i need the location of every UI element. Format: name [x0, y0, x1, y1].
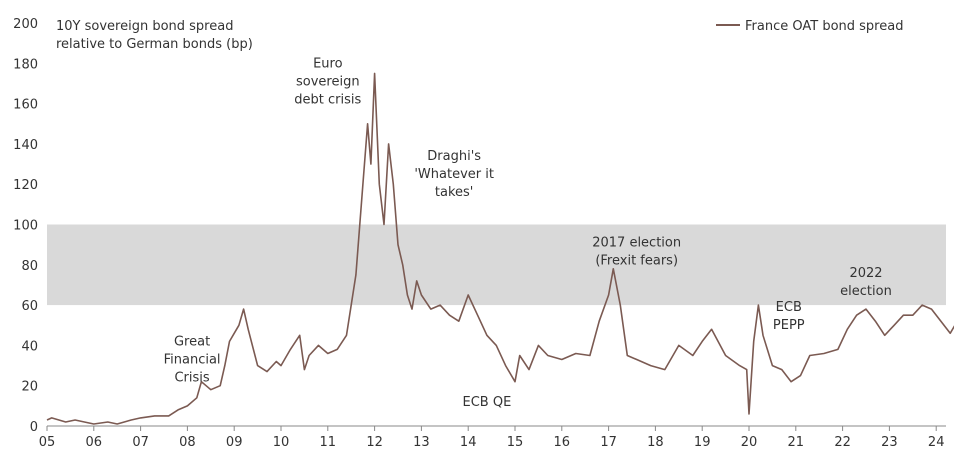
y-tick-label: 100	[13, 219, 38, 234]
shaded-band-60-100	[47, 224, 946, 306]
y-tick-label: 80	[21, 259, 38, 274]
x-tick-label: 05	[39, 435, 56, 450]
x-tick-label: 15	[507, 435, 524, 450]
x-tick-label: 19	[694, 435, 711, 450]
annotation-label: 2022 election	[840, 266, 892, 299]
y-tick-label: 180	[13, 57, 38, 72]
y-tick-label: 60	[21, 299, 38, 314]
x-tick-label: 16	[554, 435, 571, 450]
y-tick-label: 0	[30, 420, 38, 435]
legend-label: France OAT bond spread	[745, 19, 903, 34]
y-axis-label-line-1: 10Y sovereign bond spread	[56, 19, 233, 34]
x-tick-label: 13	[413, 435, 430, 450]
x-tick-label: 12	[366, 435, 383, 450]
x-tick-label: 14	[460, 435, 477, 450]
x-tick-label: 24	[928, 435, 945, 450]
annotations: Great Financial Crisis Euro sovereign debt cr…	[164, 56, 892, 410]
y-tick-label: 160	[13, 98, 38, 113]
x-tick-label: 10	[273, 435, 290, 450]
x-axis-ticks: 05 06 07 08 09 10 11 12 13 14 15 16 17 18 19 20 21 22 23 24	[39, 426, 945, 450]
x-tick-label: 23	[881, 435, 898, 450]
y-tick-label: 200	[13, 17, 38, 32]
legend: France OAT bond spread	[716, 19, 903, 34]
annotation-label: ECB QE	[463, 395, 512, 410]
x-tick-label: 20	[741, 435, 758, 450]
y-tick-label: 120	[13, 178, 38, 193]
y-tick-label: 140	[13, 138, 38, 153]
x-tick-label: 06	[86, 435, 103, 450]
series-lines	[46, 72, 954, 425]
x-tick-label: 07	[132, 435, 149, 450]
x-tick-label: 09	[226, 435, 243, 450]
annotation-label: Great Financial Crisis	[164, 334, 221, 385]
annotation-label: 2017 election (Frexit fears)	[592, 236, 681, 269]
y-tick-label: 20	[21, 380, 38, 395]
y-axis-label-line-2: relative to German bonds (bp)	[56, 37, 253, 52]
annotation-label: Draghi's 'Whatever it takes'	[414, 149, 494, 200]
annotation-label: ECB PEPP	[773, 300, 805, 333]
annotation-label: Euro sovereign debt crisis	[294, 56, 361, 107]
y-tick-label: 40	[21, 339, 38, 354]
x-tick-label: 11	[320, 435, 337, 450]
y-axis-ticks: 0 20 40 60 80 100 120 140 160 180 200	[13, 17, 38, 435]
x-tick-label: 21	[788, 435, 805, 450]
x-tick-label: 18	[647, 435, 664, 450]
x-tick-label: 17	[600, 435, 617, 450]
series-line-france-oat	[46, 72, 954, 425]
x-tick-label: 22	[834, 435, 851, 450]
x-tick-label: 08	[179, 435, 196, 450]
